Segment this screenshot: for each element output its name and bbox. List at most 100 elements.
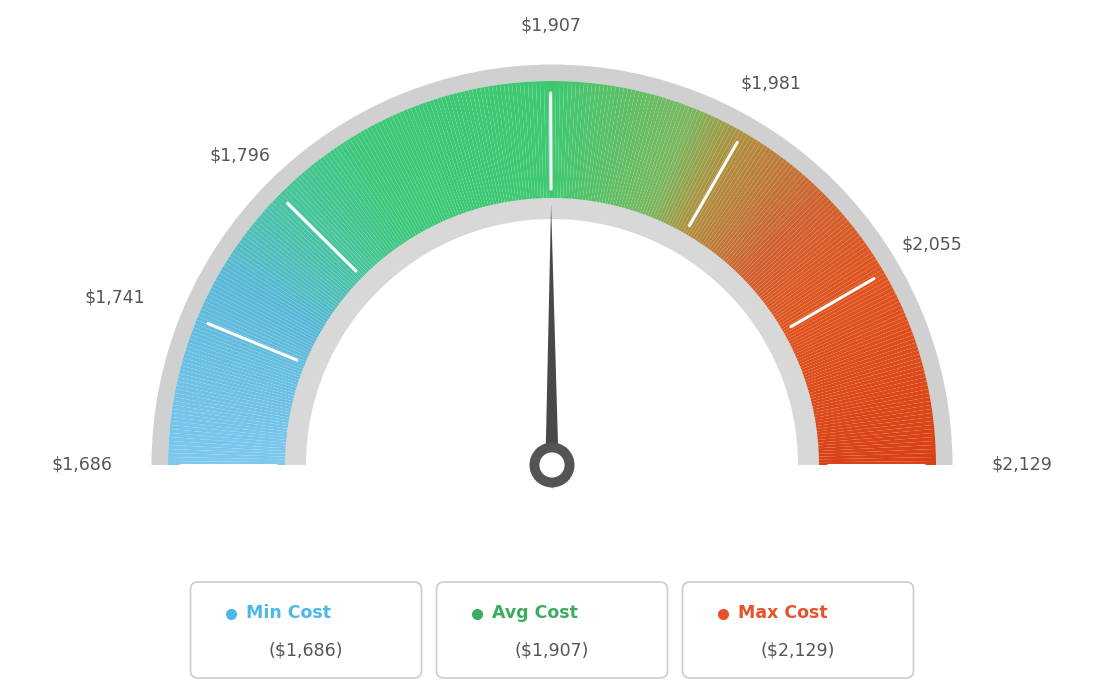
Wedge shape (520, 82, 532, 202)
Wedge shape (234, 246, 336, 317)
Wedge shape (232, 249, 333, 319)
Wedge shape (422, 102, 465, 217)
Wedge shape (617, 93, 651, 210)
Wedge shape (353, 135, 417, 239)
Wedge shape (655, 111, 704, 223)
Wedge shape (460, 91, 491, 208)
Wedge shape (647, 106, 693, 219)
FancyBboxPatch shape (191, 582, 422, 678)
Wedge shape (696, 143, 764, 245)
Text: $1,981: $1,981 (741, 75, 802, 93)
Wedge shape (649, 108, 697, 221)
Wedge shape (672, 123, 730, 231)
Wedge shape (604, 88, 631, 207)
Wedge shape (289, 182, 373, 273)
Wedge shape (453, 93, 487, 210)
Wedge shape (598, 87, 624, 206)
Wedge shape (797, 324, 911, 371)
Wedge shape (217, 273, 323, 335)
Wedge shape (580, 83, 596, 203)
Wedge shape (816, 445, 936, 454)
Wedge shape (440, 96, 478, 213)
Wedge shape (816, 457, 936, 462)
Wedge shape (206, 294, 316, 350)
Wedge shape (775, 259, 879, 326)
Wedge shape (385, 117, 439, 227)
Wedge shape (188, 339, 302, 381)
Wedge shape (336, 145, 406, 246)
Wedge shape (811, 397, 931, 421)
Wedge shape (816, 453, 936, 460)
Wedge shape (177, 382, 295, 410)
Wedge shape (781, 273, 887, 335)
Wedge shape (814, 413, 933, 432)
Wedge shape (323, 155, 396, 253)
Wedge shape (246, 230, 343, 306)
Wedge shape (269, 202, 360, 286)
Wedge shape (320, 157, 394, 255)
Wedge shape (631, 99, 670, 214)
FancyBboxPatch shape (682, 582, 913, 678)
Wedge shape (623, 95, 659, 211)
Wedge shape (171, 413, 290, 432)
Wedge shape (555, 81, 560, 201)
Wedge shape (437, 97, 476, 213)
Wedge shape (168, 457, 288, 462)
Wedge shape (816, 441, 935, 451)
Wedge shape (615, 92, 648, 209)
Wedge shape (772, 253, 874, 322)
Wedge shape (718, 166, 797, 262)
Wedge shape (702, 150, 774, 250)
Wedge shape (607, 90, 636, 208)
Wedge shape (293, 179, 375, 270)
Wedge shape (582, 83, 601, 203)
Wedge shape (176, 385, 294, 413)
Wedge shape (516, 82, 530, 202)
Wedge shape (739, 193, 827, 280)
Wedge shape (784, 280, 891, 340)
Wedge shape (815, 421, 934, 437)
Wedge shape (733, 185, 818, 275)
Wedge shape (816, 449, 936, 457)
Wedge shape (414, 105, 460, 219)
Wedge shape (307, 166, 386, 262)
Wedge shape (480, 87, 506, 206)
Wedge shape (236, 243, 337, 315)
Wedge shape (749, 208, 840, 290)
Wedge shape (741, 197, 829, 282)
Wedge shape (778, 266, 882, 331)
Wedge shape (168, 461, 288, 465)
Wedge shape (357, 132, 420, 238)
Wedge shape (484, 86, 508, 205)
Wedge shape (811, 393, 930, 418)
Wedge shape (343, 141, 411, 244)
Wedge shape (213, 280, 320, 340)
Wedge shape (332, 148, 404, 248)
Wedge shape (222, 266, 326, 331)
Wedge shape (169, 437, 289, 448)
Circle shape (540, 453, 564, 477)
Wedge shape (677, 126, 737, 234)
Text: ($1,907): ($1,907) (514, 642, 590, 660)
Text: Min Cost: Min Cost (246, 604, 331, 622)
Wedge shape (429, 100, 470, 215)
Wedge shape (151, 64, 953, 465)
Wedge shape (572, 82, 584, 202)
Wedge shape (700, 148, 772, 248)
Wedge shape (716, 164, 794, 260)
Wedge shape (795, 316, 907, 365)
Polygon shape (545, 204, 559, 489)
Wedge shape (815, 425, 934, 440)
Wedge shape (779, 270, 884, 333)
Wedge shape (729, 179, 811, 270)
Wedge shape (298, 175, 380, 267)
Wedge shape (708, 155, 781, 253)
Wedge shape (178, 373, 296, 405)
Wedge shape (548, 81, 552, 201)
Wedge shape (528, 81, 538, 201)
Wedge shape (285, 198, 819, 465)
Wedge shape (724, 175, 806, 267)
Wedge shape (665, 117, 719, 227)
Wedge shape (750, 211, 842, 293)
Wedge shape (347, 139, 413, 242)
